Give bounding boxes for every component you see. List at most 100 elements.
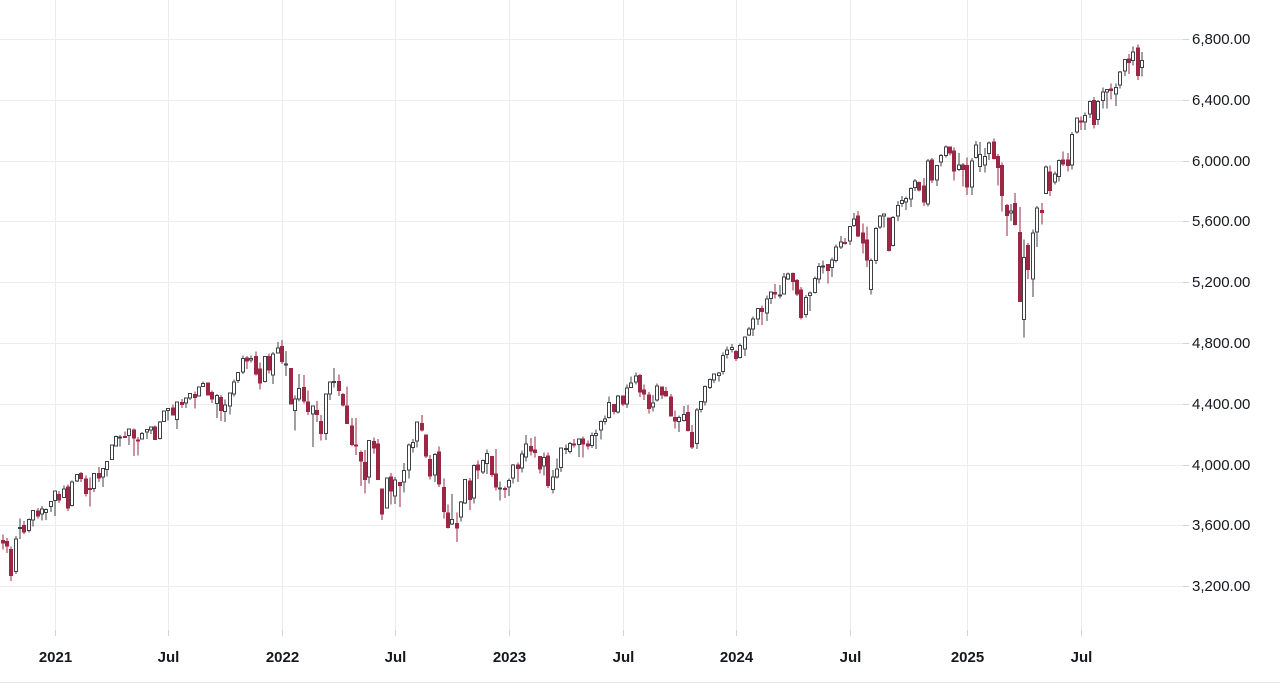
candle-up: [904, 196, 908, 211]
candle-down: [690, 425, 694, 449]
candle-up: [778, 285, 782, 299]
candle-up: [276, 341, 280, 354]
time-axis[interactable]: 2021 Jul 2022 Jul 2023 Jul 2024 Jul 2025 Jul: [39, 630, 1093, 666]
candle-body: [372, 441, 376, 449]
candle-body: [79, 473, 83, 480]
candle-down: [79, 472, 83, 483]
candle-body: [572, 443, 576, 446]
candle-body: [778, 294, 782, 297]
candle-body: [367, 440, 371, 478]
candle-body: [5, 541, 9, 547]
candle-down: [546, 452, 550, 489]
candle-body: [642, 389, 646, 395]
candle-down: [1066, 153, 1070, 172]
candle-up: [559, 447, 563, 473]
candle-body: [420, 423, 424, 431]
candle-up: [634, 372, 638, 385]
candle-up: [765, 295, 769, 321]
candle-body: [786, 273, 790, 280]
candle-up: [145, 429, 149, 440]
candle-body: [717, 372, 721, 377]
candle-up: [263, 355, 267, 383]
candle-down: [965, 157, 969, 195]
candle-body: [171, 407, 175, 416]
candle-body: [110, 444, 114, 460]
candle-down: [490, 456, 494, 478]
candle-body: [546, 455, 550, 487]
candle-body: [957, 164, 961, 171]
candle-body: [92, 472, 96, 489]
candle-down: [1092, 96, 1096, 129]
candle-up: [450, 493, 454, 525]
candle-up: [804, 295, 808, 318]
candle-body: [987, 142, 991, 155]
candle-up: [738, 343, 742, 359]
candle-body: [258, 368, 262, 384]
candle-body: [389, 476, 393, 492]
candle-body: [206, 382, 210, 396]
candle-up: [830, 257, 834, 278]
time-tick-label: Jul: [385, 649, 407, 666]
candle-body: [799, 289, 803, 319]
candle-up: [433, 453, 437, 482]
candle-body: [241, 358, 245, 373]
candle-up: [1075, 117, 1079, 134]
candle-down: [84, 475, 88, 497]
candle-body: [896, 205, 900, 217]
candle-up: [105, 461, 109, 477]
price-tick-label: 3,600.00: [1192, 517, 1250, 534]
candle-up: [747, 326, 751, 337]
time-tick-label: 2022: [266, 649, 299, 666]
candle-down: [1018, 206, 1022, 303]
price-tick-label: 4,000.00: [1192, 457, 1250, 474]
candle-down: [826, 264, 830, 284]
candle-down: [350, 417, 354, 446]
candle-up: [14, 536, 18, 575]
candle-up: [564, 444, 568, 455]
candle-up: [197, 386, 201, 397]
candle-up: [1101, 87, 1105, 109]
candle-body: [852, 218, 856, 227]
candle-body: [354, 444, 358, 447]
candle-body: [647, 394, 651, 409]
candle-body: [1066, 159, 1070, 166]
candle-up: [542, 452, 546, 476]
price-axis[interactable]: 6,800.00 6,400.00 6,000.00 5,600.00 5,200.00…: [1183, 31, 1250, 595]
candle-body: [904, 197, 908, 203]
time-tick-label: 2023: [493, 649, 526, 666]
candle-down: [734, 349, 738, 361]
candle-body: [773, 292, 777, 295]
candle-body: [345, 405, 349, 424]
candle-down: [586, 440, 590, 450]
candle-body: [738, 344, 742, 359]
candle-body: [62, 488, 66, 499]
candle-up: [834, 244, 838, 263]
candle-body: [817, 266, 821, 280]
candle-body: [293, 398, 297, 411]
candle-body: [616, 395, 620, 413]
candle-body: [808, 292, 812, 296]
candle-up: [882, 213, 886, 228]
candle-up: [62, 485, 66, 499]
candle-body: [284, 363, 288, 366]
candle-up: [324, 393, 328, 440]
candle-body: [861, 232, 865, 244]
candle-body: [341, 393, 345, 406]
candle-body: [699, 401, 703, 410]
candle-down: [446, 504, 450, 529]
candle-body: [769, 291, 773, 299]
candle-down: [476, 460, 480, 479]
candle-up: [188, 392, 192, 401]
candle-body: [236, 372, 240, 381]
candle-body: [913, 180, 917, 188]
candle-down: [856, 210, 860, 238]
candle-body: [127, 428, 131, 436]
candle-up: [520, 450, 524, 473]
candle-up: [1044, 165, 1048, 194]
candle-body: [634, 375, 638, 383]
candle-up: [708, 378, 712, 389]
candle-body: [607, 401, 611, 419]
candle-up: [1070, 132, 1074, 170]
candle-body: [621, 395, 625, 405]
